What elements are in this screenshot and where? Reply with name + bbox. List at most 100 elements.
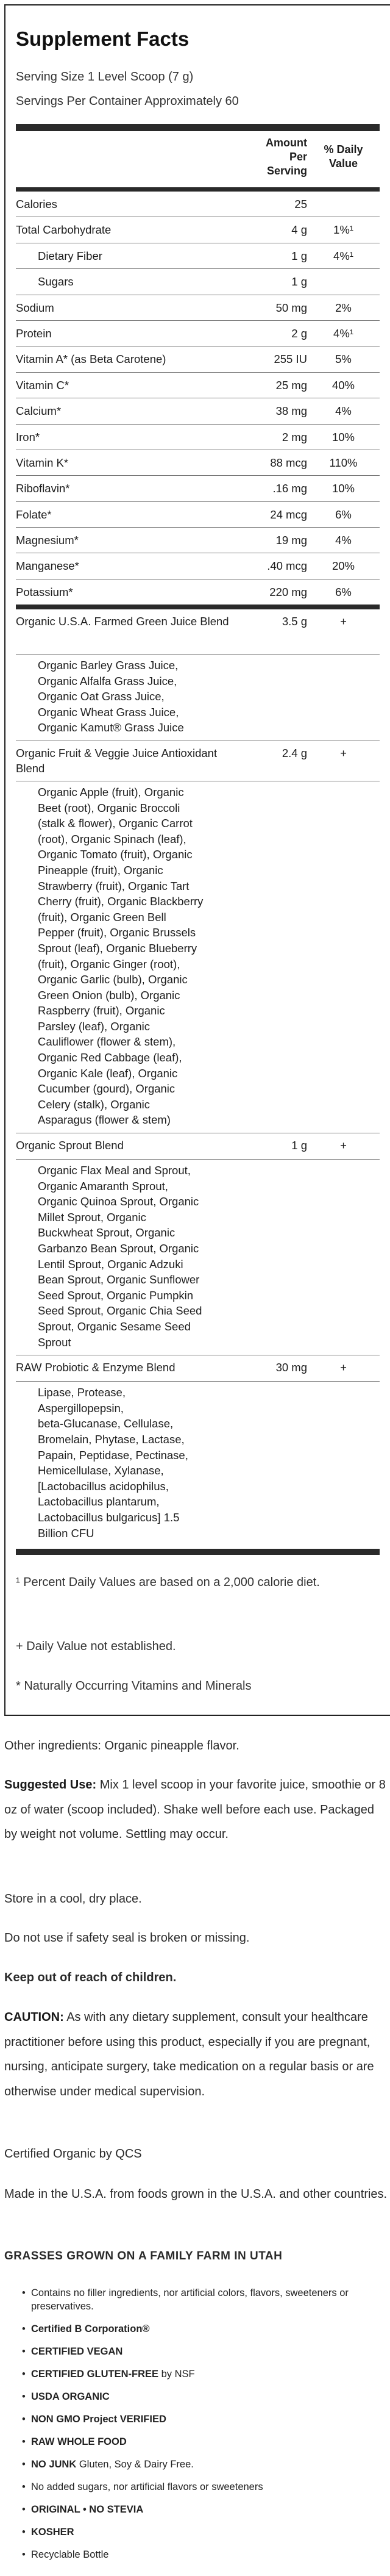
daily-value-header: % Daily Value (307, 143, 380, 171)
nutrient-row: Total Carbohydrate 4 g 1%¹ (16, 217, 380, 243)
ingredient-line: Organic Amaranth Sprout, (38, 1179, 168, 1193)
ingredient-line: Sprout (38, 1335, 71, 1349)
blend-rows: Organic U.S.A. Farmed Green Juice Blend 3… (16, 609, 380, 1546)
nutrient-row: Magnesium* 19 mg 4% (16, 528, 380, 554)
ingredient-line: Organic Red Cabbage (leaf), (38, 1051, 182, 1064)
amount-header-line: Amount (266, 137, 307, 149)
ingredient-line: Millet Sprout, Organic (38, 1210, 146, 1224)
ingredient-line: Sprout (leaf), Organic Blueberry (38, 941, 197, 955)
highlight-bold: NON GMO Project VERIFIED (31, 2414, 166, 2425)
thick-divider (16, 124, 380, 131)
highlight-item: Contains no filler ingredients, nor arti… (22, 2286, 388, 2313)
nutrient-name: Magnesium* (16, 534, 79, 547)
nutrient-row: Dietary Fiber 1 g 4%¹ (16, 243, 380, 270)
dv-header-line: Value (328, 157, 358, 170)
ingredient-line: Parsley (leaf), Organic (38, 1019, 151, 1033)
ingredient-line: Green Onion (bulb), Organic (38, 988, 180, 1002)
nutrient-amount: 50 mg (275, 301, 307, 314)
nutrient-amount: 2 mg (282, 430, 307, 443)
nutrient-daily-value: 10% (332, 482, 355, 495)
blend-daily-value: + (340, 746, 347, 759)
nutrient-row: Vitamin K* 88 mcg 110% (16, 450, 380, 476)
nutrient-name: Dietary Fiber (38, 249, 102, 262)
ingredient-line: Sprout, Organic Sesame Seed (38, 1319, 191, 1333)
ingredient-line: Organic Kale (leaf), Organic (38, 1066, 178, 1080)
nutrient-daily-value: 1%¹ (333, 223, 353, 237)
caution: CAUTION: As with any dietary supplement,… (4, 2005, 390, 2104)
highlights-heading: GRASSES GROWN ON A FAMILY FARM IN UTAH (4, 2250, 283, 2262)
ingredient-line: Asparagus (flower & stem) (38, 1113, 171, 1127)
facts-title: Supplement Facts (16, 27, 190, 50)
highlight-bold: CERTIFIED GLUTEN-FREE (31, 2369, 158, 2380)
nutrient-amount: 19 mg (275, 534, 307, 547)
highlight-bold: USDA ORGANIC (31, 2391, 110, 2402)
footnote-not-established: + Daily Value not established. (16, 1640, 176, 1653)
nutrient-row: Potassium* 220 mg 6% (16, 579, 380, 605)
ingredient-line: Buckwheat Sprout, Organic (38, 1226, 176, 1240)
highlight-item: Recyclable Bottle (22, 2548, 388, 2561)
nutrient-row: Calories 25 (16, 192, 380, 218)
ingredient-line: Organic Kamut® Grass Juice (38, 721, 184, 734)
nutrient-daily-value: 6% (335, 508, 352, 521)
blend-row: Organic Fruit & Veggie Juice Antioxidant… (16, 741, 380, 781)
nutrient-daily-value: 4%¹ (333, 326, 353, 340)
footnote-daily-values: ¹ Percent Daily Values are based on a 2,… (16, 1576, 320, 1589)
highlight-text: by NSF (158, 2369, 195, 2380)
ingredient-line: Lentil Sprout, Organic Adzuki (38, 1257, 183, 1271)
highlight-bold: KOSHER (31, 2527, 74, 2538)
ingredient-line: (fruit), Organic Ginger (root), (38, 957, 180, 970)
ingredient-line: Organic Alfalfa Grass Juice, (38, 674, 177, 687)
nutrient-amount: 255 IU (274, 353, 307, 366)
nutrient-amount: 24 mcg (270, 508, 307, 521)
ingredient-line: (fruit), Organic Green Bell (38, 910, 166, 924)
nutrient-row: Protein 2 g 4%¹ (16, 321, 380, 347)
nutrient-row: Riboflavin* .16 mg 10% (16, 476, 380, 502)
blend-amount: 1 g (291, 1139, 307, 1152)
highlight-item: NON GMO Project VERIFIED (22, 2413, 388, 2426)
nutrient-amount: 220 mg (269, 585, 307, 598)
nutrient-daily-value: 4% (335, 534, 352, 547)
ingredient-line: Pineapple (fruit), Organic (38, 863, 163, 877)
ingredient-line: Billion CFU (38, 1526, 94, 1540)
nutrient-daily-value: 40% (332, 378, 355, 392)
suggested-use-text: Mix 1 level scoop in your favorite juice… (4, 1778, 386, 1841)
dv-header-line: % Daily (324, 143, 363, 156)
ingredient-line: Hemicellulase, Xylanase, (38, 1464, 164, 1477)
ingredient-line: Organic Apple (fruit), Organic (38, 785, 184, 798)
blend-name: Organic Sprout Blend (16, 1139, 124, 1152)
blend-name: RAW Probiotic & Enzyme Blend (16, 1361, 176, 1374)
certified-organic: Certified Organic by QCS (4, 2147, 142, 2161)
ingredient-line: (root), Organic Spinach (leaf), (38, 832, 186, 845)
blend-ingredients: Organic Flax Meal and Sprout, Organic Ama… (16, 1160, 380, 1356)
nutrient-row: Manganese* .40 mcg 20% (16, 553, 380, 579)
nutrient-amount: 25 mg (275, 378, 307, 392)
nutrient-daily-value: 5% (335, 353, 352, 366)
suggested-use-label: Suggested Use: (4, 1778, 97, 1792)
ingredient-line: Lactobacillus bulgaricus] 1.5 (38, 1510, 180, 1524)
nutrient-row: Sugars 1 g (16, 269, 380, 295)
ingredient-line: Pepper (fruit), Organic Brussels (38, 926, 196, 939)
nutrient-rows: Calories 25 Total Carbohydrate 4 g 1%¹ Dietar… (16, 192, 380, 605)
ingredient-line: Seed Sprout, Organic Pumpkin (38, 1288, 194, 1302)
highlight-bold: CERTIFIED VEGAN (31, 2346, 123, 2357)
footnote-naturally-occurring: * Naturally Occurring Vitamins and Miner… (16, 1679, 252, 1693)
blend-daily-value: + (340, 615, 347, 628)
ingredient-line: Organic Quinoa Sprout, Organic (38, 1195, 199, 1208)
highlight-text: Gluten, Soy & Dairy Free. (76, 2459, 194, 2470)
thick-divider (16, 605, 380, 609)
storage-text: Store in a cool, dry place. (4, 1892, 142, 1906)
highlight-item: NO JUNK Gluten, Soy & Dairy Free. (22, 2458, 388, 2471)
ingredient-line: Cherry (fruit), Organic Blackberry (38, 895, 204, 908)
ingredient-line: Lactobacillus plantarum, (38, 1495, 160, 1509)
ingredient-line: (stalk & flower), Organic Carrot (38, 817, 193, 830)
servings-per-container: Servings Per Container Approximately 60 (16, 95, 239, 108)
amount-header-line: Serving (266, 165, 307, 177)
ingredient-line: Seed Sprout, Organic Chia Seed (38, 1304, 202, 1318)
nutrient-row: Vitamin A* (as Beta Carotene) 255 IU 5% (16, 346, 380, 373)
caution-text: As with any dietary supplement, consult … (4, 2011, 374, 2098)
highlight-item: USDA ORGANIC (22, 2390, 388, 2403)
highlight-bold: RAW WHOLE FOOD (31, 2436, 127, 2447)
highlight-item: CERTIFIED GLUTEN-FREE by NSF (22, 2367, 388, 2381)
ingredient-line: Celery (stalk), Organic (38, 1097, 151, 1111)
nutrient-amount: 25 (294, 198, 307, 210)
